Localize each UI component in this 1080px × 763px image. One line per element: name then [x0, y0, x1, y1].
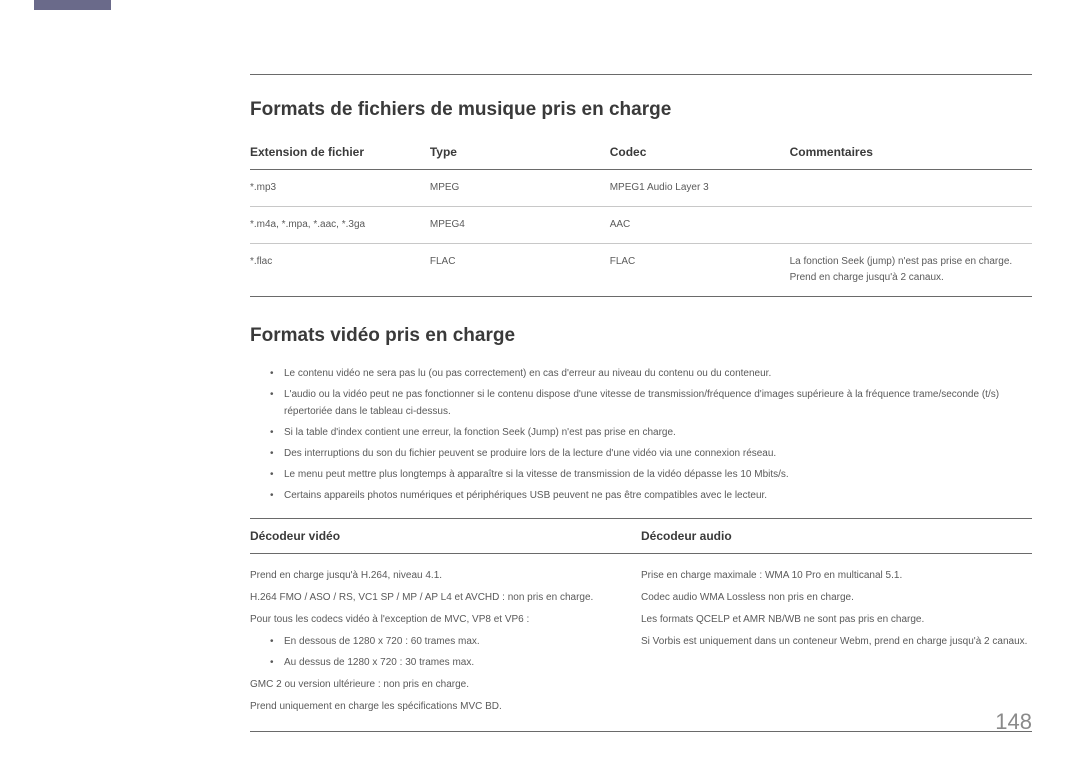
list-item: Le menu peut mettre plus longtemps à app… — [270, 466, 1032, 483]
list-item: Des interruptions du son du fichier peuv… — [270, 445, 1032, 462]
table-cell: *.mp3 — [250, 170, 430, 207]
decoder-line: Prise en charge maximale : WMA 10 Pro en… — [641, 566, 1032, 585]
col-video-decoder: Décodeur vidéo — [250, 519, 641, 554]
page-number: 148 — [995, 709, 1032, 735]
audio-decoder-cell: Prise en charge maximale : WMA 10 Pro en… — [641, 554, 1032, 732]
table-cell: MPEG4 — [430, 207, 610, 244]
list-item: En dessous de 1280 x 720 : 60 trames max… — [270, 632, 641, 651]
list-item: Au dessus de 1280 x 720 : 30 trames max. — [270, 653, 641, 672]
table-cell: MPEG — [430, 170, 610, 207]
decoder-line: H.264 FMO / ASO / RS, VC1 SP / MP / AP L… — [250, 588, 641, 607]
list-item: Si la table d'index contient une erreur,… — [270, 424, 1032, 441]
list-item: L'audio ou la vidéo peut ne pas fonction… — [270, 386, 1032, 420]
page-accent-bar — [34, 0, 111, 10]
table-cell: *.flac — [250, 244, 430, 297]
decoder-line: GMC 2 ou version ultérieure : non pris e… — [250, 675, 641, 694]
col-codec: Codec — [610, 139, 790, 170]
video-section-title: Formats vidéo pris en charge — [250, 325, 1032, 347]
table-cell: MPEG1 Audio Layer 3 — [610, 170, 790, 207]
col-type: Type — [430, 139, 610, 170]
col-extension: Extension de fichier — [250, 139, 430, 170]
col-comments: Commentaires — [790, 139, 1032, 170]
decoder-line: Pour tous les codecs vidéo à l'exception… — [250, 610, 641, 629]
decoder-sublist: En dessous de 1280 x 720 : 60 trames max… — [250, 632, 641, 672]
table-header-row: Extension de fichier Type Codec Commenta… — [250, 139, 1032, 170]
decoders-table: Décodeur vidéo Décodeur audio Prend en c… — [250, 519, 1032, 732]
col-audio-decoder: Décodeur audio — [641, 519, 1032, 554]
top-rule — [250, 74, 1032, 75]
decoder-line: Prend en charge jusqu'à H.264, niveau 4.… — [250, 566, 641, 585]
table-cell: La fonction Seek (jump) n'est pas prise … — [790, 244, 1032, 297]
decoder-line: Codec audio WMA Lossless non pris en cha… — [641, 588, 1032, 607]
music-section-title: Formats de fichiers de musique pris en c… — [250, 99, 1032, 121]
list-item: Certains appareils photos numériques et … — [270, 487, 1032, 504]
decoder-line: Si Vorbis est uniquement dans un contene… — [641, 632, 1032, 651]
table-cell: FLAC — [430, 244, 610, 297]
video-notes-list: Le contenu vidéo ne sera pas lu (ou pas … — [250, 365, 1032, 504]
page-content: Formats de fichiers de musique pris en c… — [250, 74, 1032, 732]
table-row: *.mp3MPEGMPEG1 Audio Layer 3 — [250, 170, 1032, 207]
list-item: Le contenu vidéo ne sera pas lu (ou pas … — [270, 365, 1032, 382]
table-header-row: Décodeur vidéo Décodeur audio — [250, 519, 1032, 554]
table-cell — [790, 207, 1032, 244]
table-row: *.flacFLACFLACLa fonction Seek (jump) n'… — [250, 244, 1032, 297]
decoder-line: Les formats QCELP et AMR NB/WB ne sont p… — [641, 610, 1032, 629]
table-cell: AAC — [610, 207, 790, 244]
music-formats-table: Extension de fichier Type Codec Commenta… — [250, 139, 1032, 297]
table-row: *.m4a, *.mpa, *.aac, *.3gaMPEG4AAC — [250, 207, 1032, 244]
table-cell: FLAC — [610, 244, 790, 297]
table-cell: *.m4a, *.mpa, *.aac, *.3ga — [250, 207, 430, 244]
table-row: Prend en charge jusqu'à H.264, niveau 4.… — [250, 554, 1032, 732]
video-decoder-cell: Prend en charge jusqu'à H.264, niveau 4.… — [250, 554, 641, 732]
decoder-line: Prend uniquement en charge les spécifica… — [250, 697, 641, 716]
table-cell — [790, 170, 1032, 207]
